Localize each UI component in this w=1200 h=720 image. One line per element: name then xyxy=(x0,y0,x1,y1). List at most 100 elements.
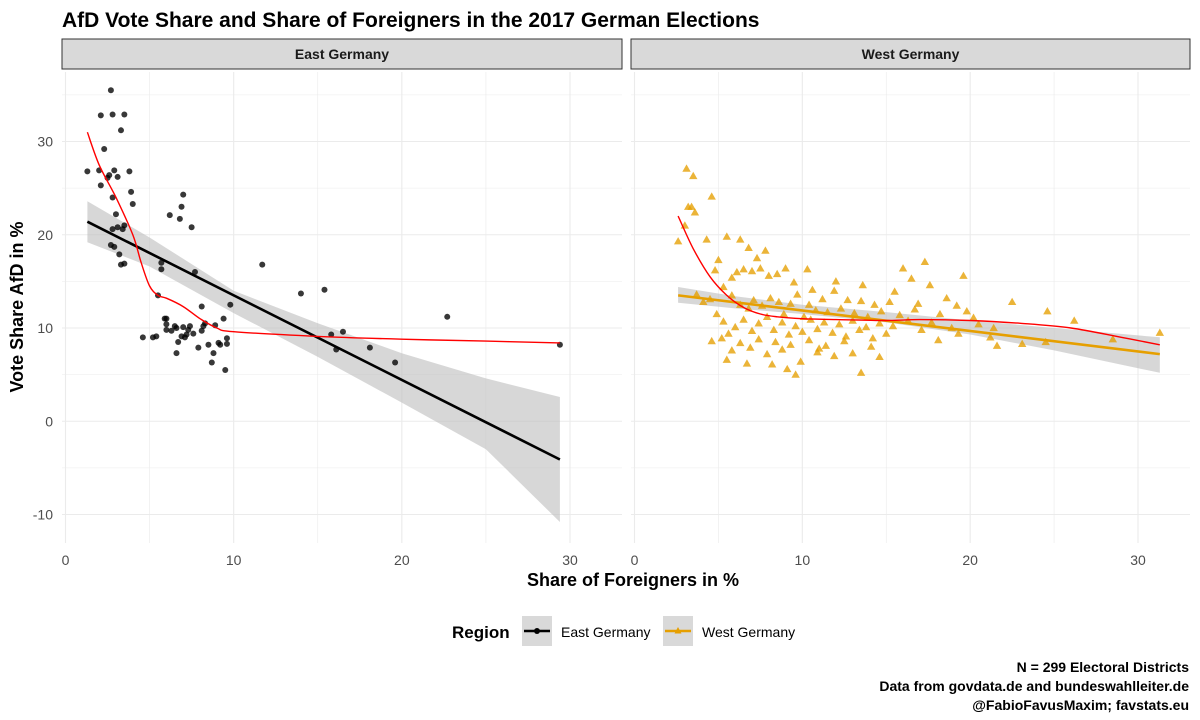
data-point xyxy=(722,232,732,240)
data-point xyxy=(719,317,728,325)
data-point xyxy=(1043,307,1052,315)
data-point xyxy=(777,345,787,353)
data-point xyxy=(858,280,867,289)
data-point xyxy=(986,333,995,341)
data-point xyxy=(739,265,748,273)
data-point xyxy=(762,312,772,320)
data-point xyxy=(744,243,753,251)
data-point xyxy=(690,208,700,216)
data-point xyxy=(707,192,716,200)
legend-label-east: East Germany xyxy=(561,624,650,640)
x-axis-label: Share of Foreigners in % xyxy=(527,570,739,590)
data-point xyxy=(727,346,737,354)
data-point xyxy=(962,307,972,315)
data-point xyxy=(101,145,108,152)
y-tick-label: 30 xyxy=(37,134,53,150)
data-point xyxy=(935,309,945,318)
data-point xyxy=(112,211,119,218)
x-tick-label: 10 xyxy=(795,552,811,568)
x-tick-label: 20 xyxy=(394,552,410,568)
regression-line-west xyxy=(677,294,1160,356)
data-point xyxy=(808,285,817,293)
data-point xyxy=(843,295,852,304)
data-point xyxy=(796,357,805,365)
data-point xyxy=(742,359,752,367)
data-point xyxy=(781,264,790,272)
strip-label-east: East Germany xyxy=(295,46,389,62)
data-point xyxy=(727,291,737,299)
data-point xyxy=(223,335,230,342)
data-point xyxy=(114,173,121,180)
caption-line-1: N = 299 Electoral Districts xyxy=(1017,659,1190,675)
data-point xyxy=(771,337,780,346)
data-point xyxy=(719,282,728,291)
data-point xyxy=(783,364,792,373)
data-point xyxy=(114,224,121,231)
data-point xyxy=(208,359,215,366)
data-point xyxy=(109,111,116,118)
data-point xyxy=(97,182,104,189)
grid-east xyxy=(62,72,622,543)
y-axis-label: Vote Share AfD in % xyxy=(7,221,27,392)
data-point xyxy=(828,328,837,336)
caption-line-3: @FabioFavusMaxim; favstats.eu xyxy=(972,697,1189,713)
panel-east: East Germany 0 10 20 30 -10 0 10 20 30 xyxy=(33,38,623,568)
data-point xyxy=(190,330,197,337)
data-point xyxy=(917,325,926,334)
data-point xyxy=(764,271,773,279)
data-point xyxy=(687,202,696,210)
data-point xyxy=(786,340,795,348)
data-point xyxy=(191,269,198,276)
data-point xyxy=(927,318,936,326)
data-point xyxy=(791,321,800,330)
data-point xyxy=(176,215,183,222)
data-point xyxy=(732,267,742,276)
data-point xyxy=(139,334,146,341)
data-point xyxy=(736,338,745,347)
data-point xyxy=(178,203,185,210)
data-point xyxy=(830,286,839,294)
loess-curve-east xyxy=(86,131,560,344)
data-point xyxy=(392,359,399,366)
data-point xyxy=(870,300,879,308)
data-point xyxy=(717,334,726,342)
data-point xyxy=(1155,328,1165,336)
data-point xyxy=(789,278,799,286)
data-point xyxy=(791,370,800,378)
data-point xyxy=(107,87,114,94)
loess-curve-west xyxy=(677,215,1160,346)
data-point xyxy=(754,319,763,327)
data-point xyxy=(328,331,335,338)
data-point xyxy=(856,368,866,376)
data-point xyxy=(689,171,698,180)
data-point xyxy=(766,293,775,302)
data-point xyxy=(1017,339,1027,348)
x-axis-title: Share of Foreigners in % xyxy=(527,570,739,590)
data-point xyxy=(222,366,229,373)
data-point xyxy=(163,321,170,328)
data-point xyxy=(856,296,866,305)
data-point xyxy=(129,200,136,207)
data-point xyxy=(186,323,193,330)
data-point xyxy=(117,127,124,134)
data-point xyxy=(767,360,777,368)
data-point xyxy=(163,326,170,333)
data-point xyxy=(692,290,701,298)
data-point xyxy=(158,266,165,273)
data-point xyxy=(942,293,951,302)
data-point xyxy=(969,313,978,321)
data-point xyxy=(840,336,849,345)
data-point xyxy=(868,334,878,342)
legend-key-east xyxy=(522,616,552,646)
data-point xyxy=(831,277,841,285)
data-point xyxy=(724,329,733,337)
data-point xyxy=(818,294,827,303)
data-point xyxy=(220,315,227,322)
data-point xyxy=(259,261,266,268)
confidence-band-east xyxy=(87,201,560,522)
y-tick-label: 20 xyxy=(37,227,53,243)
data-point xyxy=(772,269,782,278)
data-point xyxy=(739,315,748,323)
data-point xyxy=(297,290,304,297)
